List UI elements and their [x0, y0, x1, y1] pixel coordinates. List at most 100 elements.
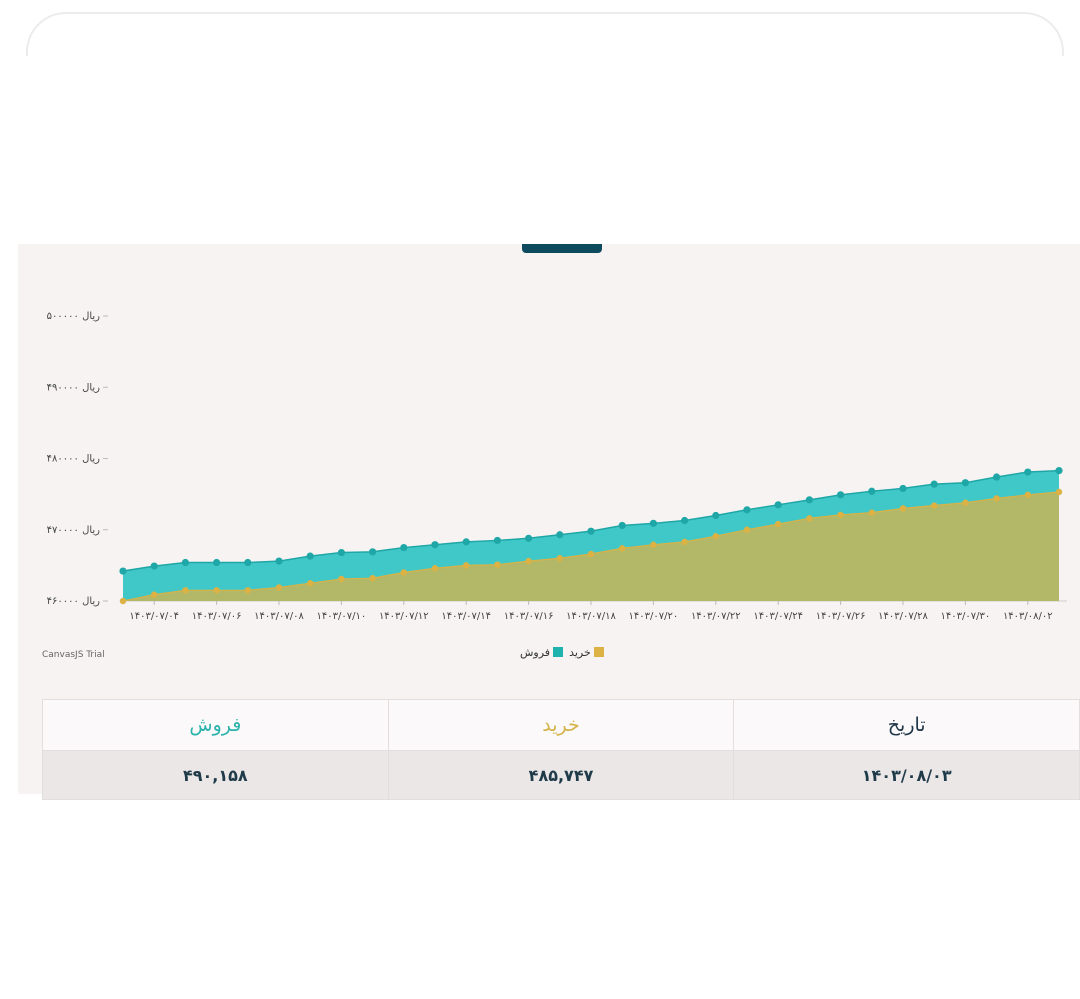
data-point-sell: [556, 531, 564, 539]
data-point-buy: [1024, 491, 1031, 499]
data-point-buy: [587, 550, 595, 558]
data-point-buy: [962, 499, 969, 506]
x-tick-label: ۱۴۰۳/۰۷/۳۰: [941, 611, 991, 622]
table-row: ۱۴۰۳/۰۸/۰۳ ۴۸۵,۷۴۷ ۴۹۰,۱۵۸: [42, 750, 1080, 800]
cell-date: ۱۴۰۳/۰۸/۰۳: [733, 750, 1080, 800]
data-point-buy: [899, 505, 907, 512]
data-point-sell: [337, 548, 345, 557]
x-tick-label: ۱۴۰۳/۰۸/۰۲: [1003, 611, 1053, 622]
y-tick-label: ریال ۵۰۰۰۰۰: [47, 311, 101, 322]
data-point-buy: [743, 526, 751, 533]
data-point-sell: [306, 552, 314, 560]
canvasjs-watermark: CanvasJS Trial: [42, 650, 105, 660]
data-point-sell: [1024, 468, 1032, 476]
data-point-buy: [993, 495, 1000, 502]
price-summary-table: تاریخ خرید فروش ۱۴۰۳/۰۸/۰۳ ۴۸۵,۷۴۷ ۴۹۰,۱…: [42, 699, 1080, 800]
legend-swatch-sell: [553, 647, 564, 657]
data-point-sell: [837, 491, 845, 499]
data-point-sell: [244, 558, 252, 567]
data-point-buy: [712, 532, 719, 540]
data-point-sell: [805, 496, 814, 504]
cell-sell: ۴۹۰,۱۵۸: [42, 750, 389, 800]
x-tick-label: ۱۴۰۳/۰۷/۱۴: [441, 611, 491, 622]
data-point-sell: [213, 558, 221, 567]
data-point-buy: [463, 562, 470, 569]
y-tick-label: ریال ۴۸۰۰۰۰: [47, 454, 101, 465]
legend-item-sell[interactable]: فروش: [520, 645, 564, 659]
data-point-sell: [400, 543, 408, 552]
data-point-sell: [961, 479, 970, 487]
data-point-sell: [369, 548, 377, 556]
y-tick-label: ریال ۴۹۰۰۰۰: [47, 382, 101, 393]
cell-buy: ۴۸۵,۷۴۷: [387, 750, 735, 800]
data-point-buy: [213, 587, 220, 594]
data-point-buy: [369, 575, 376, 582]
data-point-buy: [931, 502, 938, 509]
series-area-buy: [123, 491, 1059, 601]
data-point-buy: [525, 557, 532, 565]
data-point-buy: [400, 569, 407, 576]
data-point-buy: [338, 575, 345, 583]
x-tick-label: ۱۴۰۳/۰۷/۰۴: [129, 611, 179, 622]
y-tick-label: ریال ۴۶۰۰۰۰: [47, 596, 101, 607]
data-point-sell: [618, 521, 626, 530]
data-point-sell: [150, 562, 158, 570]
table-header-row: تاریخ خرید فروش: [42, 699, 1080, 751]
data-point-sell: [993, 473, 1001, 481]
data-point-sell: [431, 541, 439, 549]
x-tick-label: ۱۴۰۳/۰۷/۲۴: [753, 611, 803, 622]
data-point-buy: [119, 597, 127, 605]
x-tick-label: ۱۴۰۳/۰۷/۱۸: [566, 611, 616, 622]
data-point-sell: [774, 501, 782, 509]
header-buy: خرید: [387, 699, 735, 751]
x-tick-label: ۱۴۰۳/۰۷/۲۰: [629, 611, 679, 622]
data-point-buy: [806, 515, 813, 522]
data-point-buy: [151, 591, 158, 598]
data-point-sell: [462, 538, 470, 546]
data-point-buy: [244, 587, 251, 594]
data-point-sell: [649, 519, 658, 527]
x-tick-label: ۱۴۰۳/۰۷/۱۶: [504, 611, 554, 622]
data-point-buy: [1055, 488, 1063, 496]
header-date: تاریخ: [733, 699, 1080, 751]
legend-item-buy[interactable]: خرید: [569, 646, 604, 659]
legend-label-sell: فروش: [520, 645, 551, 659]
x-tick-label: ۱۴۰۳/۰۷/۰۸: [254, 611, 304, 622]
data-point-sell: [587, 527, 595, 535]
x-tick-label: ۱۴۰۳/۰۷/۲۲: [691, 611, 741, 622]
data-point-buy: [837, 511, 844, 518]
data-point-sell: [275, 557, 283, 565]
data-point-buy: [307, 579, 314, 587]
data-point-buy: [650, 541, 657, 548]
x-tick-label: ۱۴۰۳/۰۷/۱۰: [317, 611, 367, 622]
data-point-buy: [431, 565, 439, 572]
data-point-sell: [181, 558, 189, 567]
data-point-buy: [868, 509, 875, 516]
data-point-sell: [119, 567, 127, 575]
x-tick-label: ۱۴۰۳/۰۷/۲۶: [816, 611, 866, 622]
data-point-buy: [775, 520, 782, 528]
data-point-sell: [743, 506, 751, 514]
y-tick-label: ریال ۴۷۰۰۰۰: [47, 525, 101, 536]
data-point-sell: [930, 480, 938, 488]
header-sell: فروش: [42, 699, 389, 751]
x-tick-label: ۱۴۰۳/۰۷/۲۸: [878, 611, 928, 622]
data-point-buy: [681, 538, 688, 546]
data-point-sell: [899, 484, 907, 493]
data-point-buy: [182, 587, 189, 594]
x-tick-label: ۱۴۰۳/۰۷/۰۶: [192, 611, 242, 622]
data-point-sell: [681, 516, 689, 525]
x-tick-label: ۱۴۰۳/۰۷/۱۲: [379, 611, 429, 622]
chart-legend: خرید فروش: [520, 644, 604, 660]
panel-tab-indicator: [522, 244, 602, 253]
data-point-buy: [494, 561, 501, 568]
data-point-sell: [1055, 467, 1063, 475]
data-point-buy: [556, 555, 563, 562]
data-point-buy: [619, 545, 626, 552]
data-point-sell: [525, 534, 533, 542]
data-point-buy: [275, 584, 283, 591]
data-point-sell: [868, 487, 876, 495]
legend-swatch-buy: [593, 647, 604, 657]
legend-label-buy: خرید: [569, 645, 591, 659]
area-chart: ریال ۵۰۰۰۰۰ ریال ۴۹۰۰۰۰ ریال ۴۸۰۰۰۰ ریال ۴۷…: [47, 311, 1067, 622]
